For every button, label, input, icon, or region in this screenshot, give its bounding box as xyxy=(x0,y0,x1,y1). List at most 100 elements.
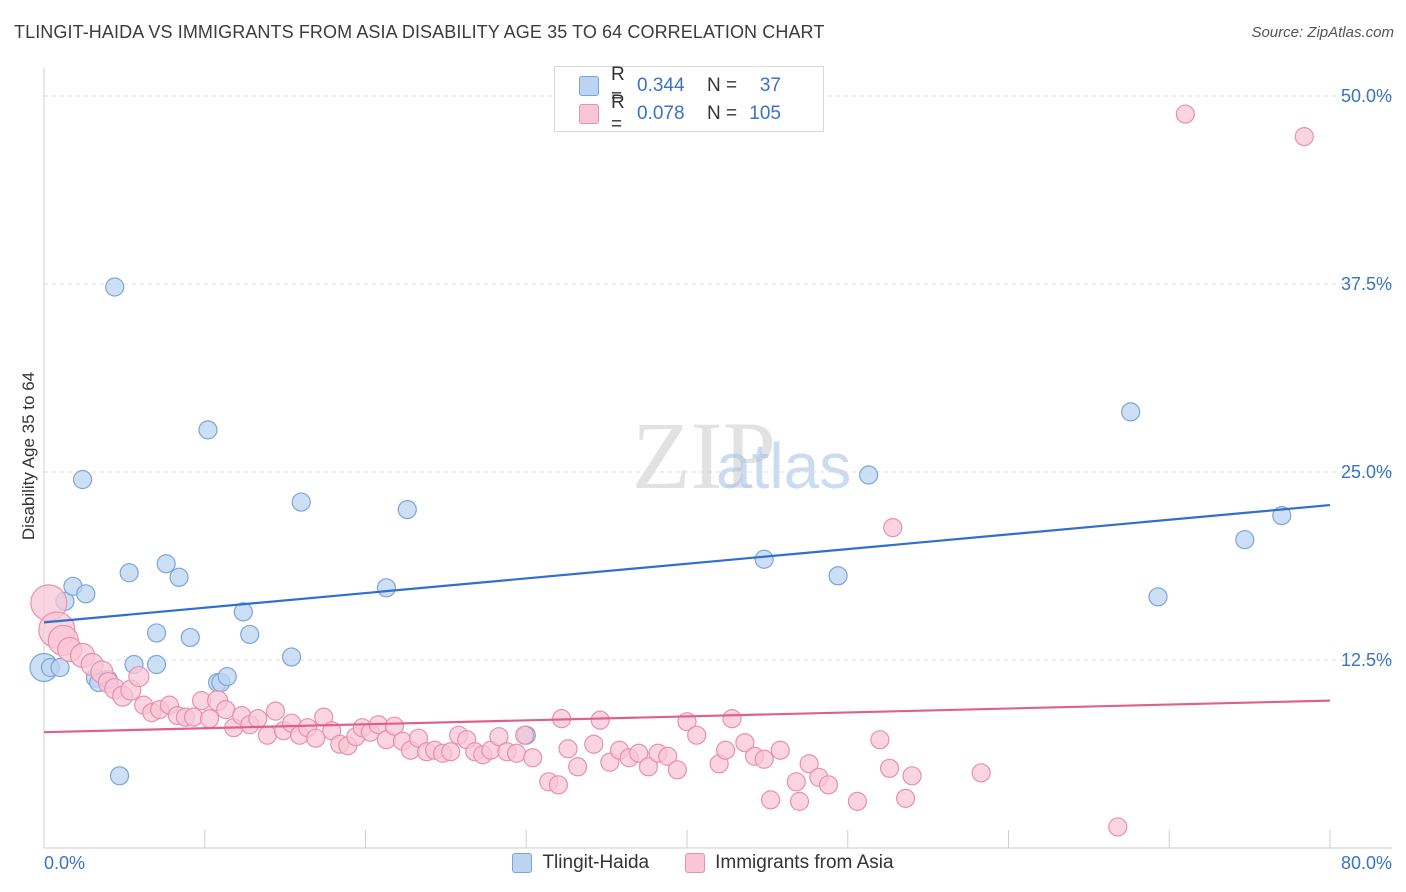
data-point-tlingit xyxy=(198,420,218,440)
trend-line-tlingit xyxy=(43,503,1331,624)
data-point-tlingit xyxy=(233,602,253,622)
x-tick-label-max: 80.0% xyxy=(1341,853,1392,873)
data-point-asia xyxy=(735,733,755,753)
data-point-tlingit xyxy=(397,500,417,520)
data-point-asia xyxy=(902,766,922,786)
chart-title: TLINGIT-HAIDA VS IMMIGRANTS FROM ASIA DI… xyxy=(14,22,825,42)
data-point-asia xyxy=(515,725,535,745)
data-point-tlingit xyxy=(828,566,848,586)
data-point-asia xyxy=(818,775,839,795)
legend-item-tlingit: Tlingit-Haida xyxy=(512,852,649,874)
trend-layer xyxy=(43,503,1331,734)
data-point-asia xyxy=(786,772,806,792)
watermark-zip: ZIP xyxy=(632,402,776,509)
tlingit-swatch xyxy=(512,853,533,873)
data-point-asia xyxy=(687,725,707,745)
data-point-asia xyxy=(879,758,900,778)
data-point-tlingit xyxy=(119,563,139,583)
y-tick-label: 12.5% xyxy=(1341,650,1392,670)
data-point-tlingit xyxy=(146,623,167,643)
y-tick-label: 25.0% xyxy=(1341,462,1392,482)
r-label: R = xyxy=(611,64,625,107)
x-tick-label-min: 0.0% xyxy=(44,853,85,873)
data-point-asia xyxy=(558,739,578,759)
r-label: R = xyxy=(611,92,625,135)
legend-label-tlingit: Tlingit-Haida xyxy=(542,852,650,873)
data-point-tlingit xyxy=(1148,587,1168,607)
r-value: 0.078 xyxy=(637,103,685,124)
data-point-asia xyxy=(257,725,278,745)
data-point-asia xyxy=(847,791,867,811)
data-point-tlingit xyxy=(217,666,237,687)
data-point-asia xyxy=(128,665,150,688)
data-point-asia xyxy=(306,728,326,748)
legend-label-asia: Immigrants from Asia xyxy=(715,852,894,873)
n-value: 105 xyxy=(749,103,781,124)
data-point-asia xyxy=(1294,127,1314,147)
data-point-tlingit xyxy=(180,627,200,648)
data-point-tlingit xyxy=(1235,530,1255,550)
data-point-asia xyxy=(799,754,819,774)
data-point-asia xyxy=(770,740,790,760)
data-point-tlingit xyxy=(1121,402,1141,422)
data-point-asia xyxy=(715,740,736,760)
data-point-tlingit xyxy=(146,654,167,675)
data-point-asia xyxy=(789,791,810,811)
data-point-asia xyxy=(629,743,649,763)
n-label: N = xyxy=(707,75,738,96)
data-point-asia xyxy=(1108,817,1128,837)
data-point-asia xyxy=(658,746,678,766)
data-point-asia xyxy=(896,788,916,808)
data-point-tlingit xyxy=(156,554,176,574)
watermark-atlas: atlas xyxy=(716,430,851,502)
data-point-asia xyxy=(971,763,991,783)
data-point-tlingit xyxy=(291,492,311,512)
data-point-asia xyxy=(384,716,405,736)
series-legend: Tlingit-Haida Immigrants from Asia xyxy=(0,852,1406,874)
r-value: 0.344 xyxy=(637,75,685,96)
trend-line-asia xyxy=(43,699,1331,734)
y-tick-label: 50.0% xyxy=(1341,86,1392,106)
stats-legend: R = 0.344 N = 37 R = 0.078 N = 105 xyxy=(554,64,824,135)
data-point-asia xyxy=(248,709,268,729)
label-layer: 12.5% 25.0% 37.5% 50.0% 0.0% 80.0% Disability … xyxy=(19,86,1392,873)
grid-layer xyxy=(44,95,1392,661)
data-point-asia xyxy=(568,757,588,777)
data-point-asia xyxy=(870,730,890,750)
axis-layer xyxy=(43,68,1392,849)
source-label: Source: ZipAtlas.com xyxy=(1251,24,1394,41)
asia-swatch xyxy=(685,853,706,873)
data-point-asia xyxy=(507,743,527,763)
n-label: N = xyxy=(707,103,738,124)
data-point-asia xyxy=(548,775,569,795)
data-point-tlingit xyxy=(109,766,130,786)
data-point-tlingit xyxy=(1272,506,1292,526)
data-point-asia xyxy=(1175,104,1195,124)
data-point-tlingit xyxy=(169,567,189,587)
data-point-tlingit xyxy=(859,465,879,485)
data-point-asia xyxy=(584,734,604,754)
data-point-asia xyxy=(523,748,543,768)
stats-legend-row-tlingit: R = 0.344 N = 37 xyxy=(579,64,781,107)
data-point-tlingit xyxy=(281,647,302,667)
data-point-asia xyxy=(667,760,687,780)
data-point-tlingit xyxy=(105,277,125,297)
data-point-asia xyxy=(216,700,236,720)
data-point-tlingit xyxy=(754,549,774,569)
data-point-asia xyxy=(489,727,509,747)
data-point-tlingit xyxy=(76,584,96,604)
legend-item-asia: Immigrants from Asia xyxy=(685,852,894,874)
data-point-asia xyxy=(722,709,742,729)
data-point-asia xyxy=(590,710,610,730)
data-point-asia xyxy=(183,707,204,727)
data-point-tlingit xyxy=(72,469,93,490)
points-layer xyxy=(29,104,1314,837)
n-value: 37 xyxy=(759,75,781,96)
y-tick-label: 37.5% xyxy=(1341,274,1392,294)
tlingit-swatch xyxy=(579,76,599,96)
data-point-asia xyxy=(760,790,781,810)
data-point-asia xyxy=(754,749,774,769)
data-point-asia xyxy=(883,518,903,538)
y-axis-label: Disability Age 35 to 64 xyxy=(19,372,38,540)
